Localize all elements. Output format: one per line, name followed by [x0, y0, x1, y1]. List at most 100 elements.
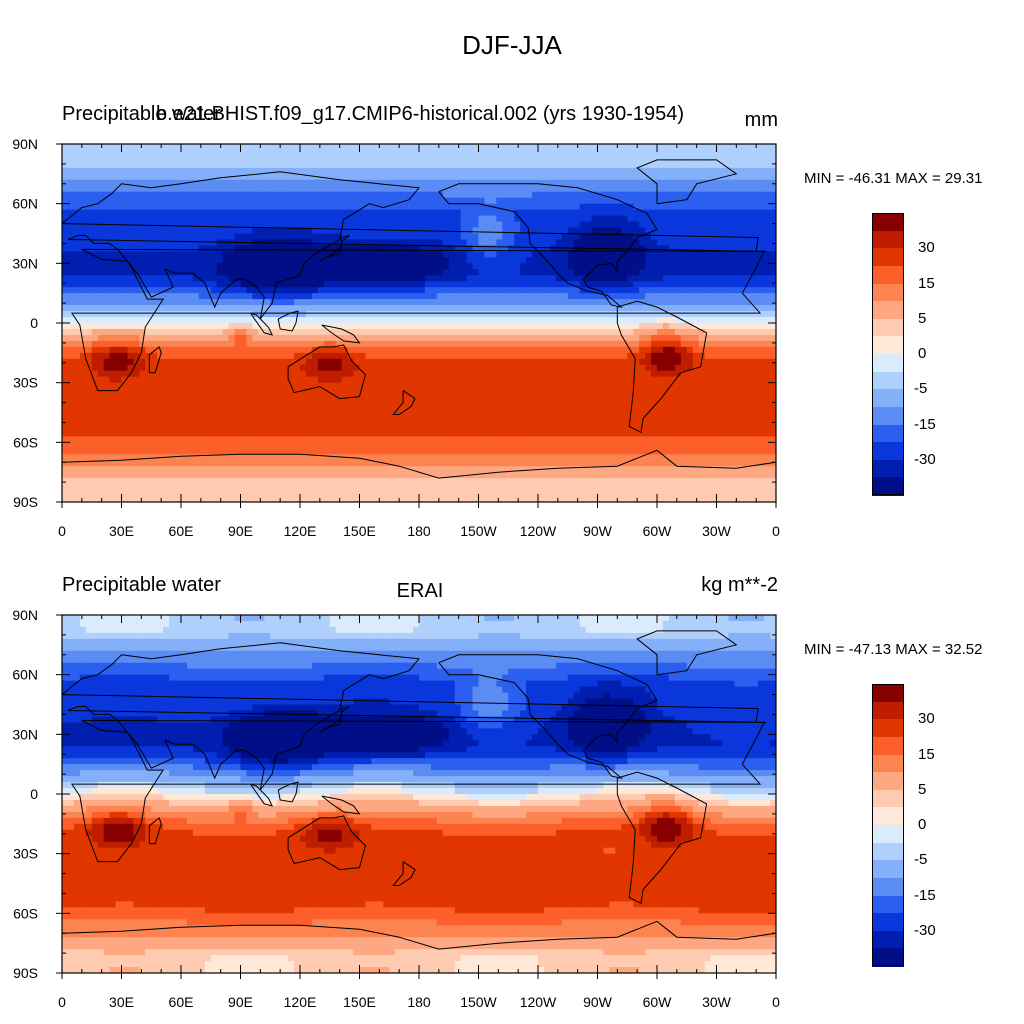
panel2-colorbar-swatch [872, 913, 904, 932]
coastline-2 [287, 344, 366, 400]
panel1-colorbar-swatch [872, 230, 904, 249]
panel2-colorbar-label: 5 [918, 780, 927, 798]
lat-tick-label: 30N [12, 726, 38, 742]
panel1-field [62, 144, 776, 502]
panel2-units: kg m**-2 [701, 574, 778, 596]
panel2-center-title: ERAI [396, 580, 444, 602]
lon-tick-label: 180 [407, 523, 431, 539]
panel1-stats: MIN = -46.31 MAX = 29.31 [804, 170, 983, 187]
panel2-field [62, 615, 776, 973]
lat-tick-label: 60N [12, 667, 38, 683]
coastline-3 [438, 654, 658, 779]
lon-tick-label: 30W [702, 523, 732, 539]
panel1-colorbar-swatch [872, 477, 904, 496]
panel1-colorbar-label: 0 [918, 345, 927, 362]
coastline-1 [62, 642, 767, 791]
lon-tick-label: 0 [772, 523, 780, 539]
panel1-colorbar: 30 15 5 0 -5 -15 -30 [872, 213, 936, 496]
panel2-colorbar: 30 15 5 0 -5 -15 -30 [872, 684, 936, 967]
lon-tick-label: 150W [460, 994, 497, 1010]
panel1-colorbar-swatch [872, 301, 904, 320]
lat-tick-label: 90S [13, 965, 38, 981]
lat-tick-label: 0 [30, 315, 38, 331]
lon-tick-label: 150E [343, 523, 376, 539]
coastline-1 [62, 171, 767, 320]
figure-title: DJF-JJA [462, 30, 562, 60]
lon-tick-label: 30E [109, 523, 134, 539]
panel2-colorbar-swatch [872, 754, 904, 773]
lat-tick-label: 30N [12, 255, 38, 271]
panel1-colorbar-swatch [872, 265, 904, 284]
panel1-colorbar-label: 15 [918, 274, 935, 292]
panel1-colorbar-swatch [872, 424, 904, 443]
panel1-colorbar-label: -5 [914, 380, 928, 398]
lon-tick-label: 90E [228, 994, 253, 1010]
panel1-colorbar-swatch [872, 318, 904, 337]
panel1-center-title: b.e21.BHIST.f09_g17.CMIP6-historical.002… [155, 103, 685, 125]
panel2-colorbar-swatch [872, 772, 904, 791]
panel2-left-title: Precipitable water [62, 574, 221, 596]
lat-tick-label: 60S [13, 434, 38, 450]
panel1-colorbar-swatch [872, 283, 904, 302]
panel2-colorbar-swatch [872, 684, 904, 703]
lon-tick-label: 60E [169, 994, 194, 1010]
panel2-colorbar-label: 30 [918, 710, 935, 728]
panel1-colorbar-swatch [872, 406, 904, 425]
panel2-colorbar-swatch [872, 948, 904, 967]
coastline-6 [62, 920, 776, 950]
panel1-map: 90N 60N 30N 0 30S 60S 90S 0 30E 60E 90E 120E 150E 180… [12, 136, 780, 539]
panel1-colorbar-label: -30 [914, 450, 936, 468]
coastline-0 [70, 719, 765, 863]
coastline-5 [616, 771, 708, 905]
panel2-colorbar-swatch [872, 807, 904, 826]
panel1-colorbar-label: -15 [914, 415, 936, 433]
panel1-colorbar-swatch [872, 459, 904, 478]
panel1-colorbar-swatch [872, 371, 904, 390]
coastline-10 [277, 310, 299, 332]
panel2-colorbar-label: 0 [918, 816, 927, 833]
coastline-0 [70, 248, 765, 392]
panel1-colorbar-swatch [872, 213, 904, 232]
coastline-6 [62, 449, 776, 479]
panel2-colorbar-swatch [872, 701, 904, 720]
lon-tick-label: 120E [284, 994, 317, 1010]
lon-tick-label: 180 [407, 994, 431, 1010]
coastline-7 [148, 817, 162, 845]
panel2-colorbar-swatch [872, 860, 904, 879]
panel1-colorbar-swatch [872, 442, 904, 461]
panel2-colorbar-swatch [872, 825, 904, 844]
panel2-colorbar-label: -5 [914, 851, 928, 869]
coastline-3 [438, 183, 658, 308]
panel1-colorbar-swatch [872, 389, 904, 408]
lon-tick-label: 120W [520, 523, 557, 539]
lat-tick-label: 30S [13, 375, 38, 391]
coastline-2 [287, 815, 366, 871]
lat-tick-label: 60N [12, 196, 38, 212]
panel1-colorbar-border [872, 213, 904, 495]
panel2-colorbar-swatch [872, 877, 904, 896]
panel1-coastlines [62, 159, 776, 479]
panel1-colorbar-swatch [872, 336, 904, 355]
coastline-8 [319, 706, 350, 733]
panel1-colorbar-label: 5 [918, 309, 927, 327]
lat-tick-label: 0 [30, 786, 38, 802]
coastline-12 [321, 795, 361, 815]
lon-tick-label: 30E [109, 994, 134, 1010]
panel1-units: mm [744, 109, 778, 131]
coastline-4 [636, 630, 738, 676]
lon-tick-label: 150W [460, 523, 497, 539]
coastline-9 [392, 861, 416, 886]
panel2-map: 90N 60N 30N 0 30S 60S 90S 0 30E 60E 90E 120E 150E 180… [12, 607, 780, 1010]
panel2-stats: MIN = -47.13 MAX = 32.52 [804, 641, 983, 658]
panel2-colorbar-swatch [872, 719, 904, 738]
lat-tick-label: 90S [13, 494, 38, 510]
panel1-left-title: Precipitable water [62, 103, 221, 125]
lon-tick-label: 60W [643, 994, 673, 1010]
lon-tick-label: 0 [772, 994, 780, 1010]
panel1-colorbar-swatch [872, 248, 904, 267]
lon-tick-label: 120W [520, 994, 557, 1010]
lon-tick-label: 0 [58, 523, 66, 539]
panel2-colorbar-border [872, 684, 904, 966]
lon-tick-label: 60W [643, 523, 673, 539]
coastline-9 [392, 390, 416, 415]
